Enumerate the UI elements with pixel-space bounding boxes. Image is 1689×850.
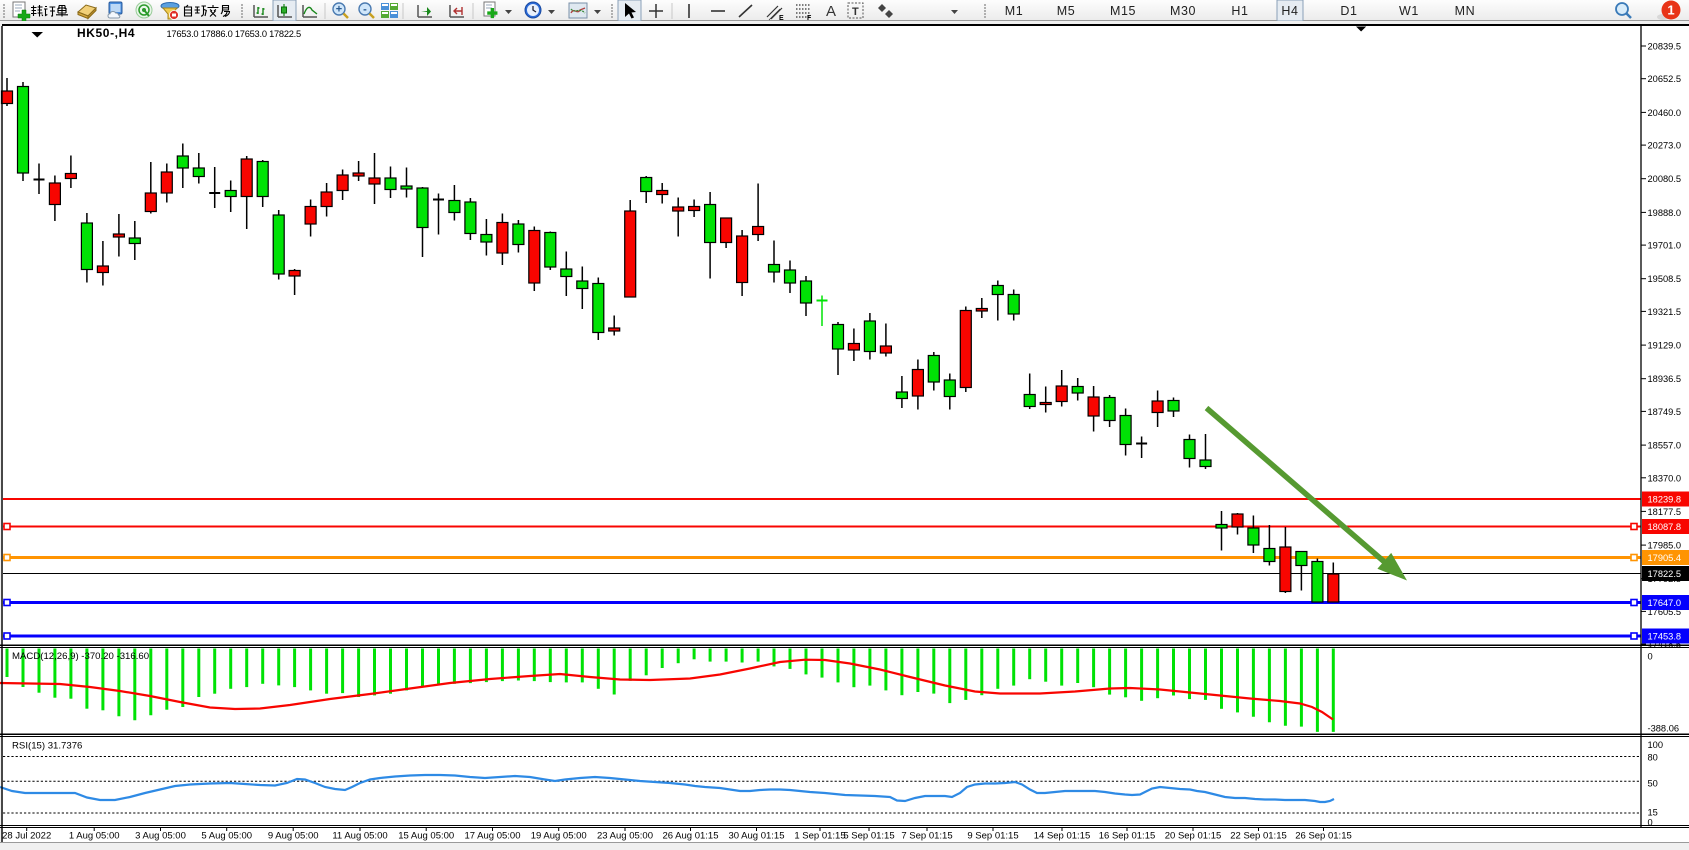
svg-text:17605.5: 17605.5 — [1648, 607, 1682, 617]
svg-text:20652.5: 20652.5 — [1648, 74, 1682, 84]
svg-text:9 Aug 05:00: 9 Aug 05:00 — [268, 831, 319, 842]
svg-text:0: 0 — [1648, 652, 1653, 662]
svg-text:F: F — [807, 15, 812, 21]
svg-text:30 Aug 01:15: 30 Aug 01:15 — [729, 831, 785, 842]
svg-text:H4: H4 — [1281, 4, 1298, 18]
svg-text:MACD(12,26,9) -370.20 -316.60: MACD(12,26,9) -370.20 -316.60 — [12, 651, 149, 662]
svg-text:18239.8: 18239.8 — [1648, 495, 1682, 505]
svg-text:22 Sep 01:15: 22 Sep 01:15 — [1230, 831, 1287, 842]
svg-text:1: 1 — [1667, 3, 1674, 18]
svg-text:11 Aug 05:00: 11 Aug 05:00 — [332, 831, 387, 842]
svg-text:23 Aug 05:00: 23 Aug 05:00 — [597, 831, 653, 842]
svg-text:28 Jul 2022: 28 Jul 2022 — [2, 831, 51, 842]
svg-text:26 Aug 01:15: 26 Aug 01:15 — [663, 831, 719, 842]
svg-text:17822.5: 17822.5 — [1648, 569, 1682, 579]
svg-text:MN: MN — [1455, 4, 1476, 18]
svg-text:14 Sep 01:15: 14 Sep 01:15 — [1034, 831, 1091, 842]
svg-text:M1: M1 — [1005, 4, 1024, 18]
svg-text:H1: H1 — [1231, 4, 1248, 18]
svg-text:18370.0: 18370.0 — [1648, 473, 1682, 483]
svg-text:19321.5: 19321.5 — [1648, 307, 1682, 317]
svg-text:19508.5: 19508.5 — [1648, 274, 1682, 284]
svg-text:19888.0: 19888.0 — [1648, 208, 1682, 218]
svg-text:19 Aug 05:00: 19 Aug 05:00 — [531, 831, 587, 842]
svg-text:+: + — [336, 4, 342, 16]
svg-text:17905.4: 17905.4 — [1648, 553, 1682, 563]
svg-text:W1: W1 — [1399, 4, 1419, 18]
svg-text:5 Aug 05:00: 5 Aug 05:00 — [201, 831, 252, 842]
svg-text:17418.5: 17418.5 — [1648, 640, 1682, 650]
svg-text:5 Sep 01:15: 5 Sep 01:15 — [843, 831, 894, 842]
svg-text:50: 50 — [1648, 779, 1658, 789]
svg-text:0: 0 — [1648, 818, 1653, 828]
svg-text:18936.5: 18936.5 — [1648, 374, 1682, 384]
svg-text:RSI(15) 31.7376: RSI(15) 31.7376 — [12, 741, 82, 752]
svg-text:15 Aug 05:00: 15 Aug 05:00 — [398, 831, 454, 842]
svg-text:18557.0: 18557.0 — [1648, 441, 1682, 451]
svg-text:15: 15 — [1648, 808, 1658, 818]
svg-text:20460.0: 20460.0 — [1648, 108, 1682, 118]
svg-text:18087.8: 18087.8 — [1648, 522, 1682, 532]
svg-text:19701.0: 19701.0 — [1648, 241, 1682, 251]
svg-text:1 Aug 05:00: 1 Aug 05:00 — [69, 831, 120, 842]
svg-text:-: - — [363, 4, 367, 16]
svg-text:18177.5: 18177.5 — [1648, 507, 1682, 517]
svg-text:100: 100 — [1648, 740, 1664, 750]
svg-text:-388.06: -388.06 — [1648, 724, 1680, 734]
svg-text:17453.8: 17453.8 — [1648, 632, 1682, 642]
svg-text:17647.0: 17647.0 — [1648, 598, 1682, 608]
svg-text:20080.5: 20080.5 — [1648, 174, 1682, 184]
svg-text:18749.5: 18749.5 — [1648, 407, 1682, 417]
svg-text:HK50-,H4: HK50-,H4 — [77, 26, 135, 40]
svg-text:M30: M30 — [1170, 4, 1196, 18]
svg-text:19129.0: 19129.0 — [1648, 341, 1682, 351]
svg-text:A: A — [826, 3, 836, 20]
svg-text:80: 80 — [1648, 753, 1658, 763]
svg-text:3 Aug 05:00: 3 Aug 05:00 — [135, 831, 186, 842]
svg-text:M15: M15 — [1110, 4, 1136, 18]
svg-text:20839.5: 20839.5 — [1648, 42, 1682, 52]
svg-text:7 Sep 01:15: 7 Sep 01:15 — [901, 831, 952, 842]
svg-text:M5: M5 — [1057, 4, 1076, 18]
svg-text:17653.0 17886.0 17653.0 17822.: 17653.0 17886.0 17653.0 17822.5 — [167, 29, 302, 39]
svg-text:17 Aug 05:00: 17 Aug 05:00 — [465, 831, 521, 842]
svg-text:D1: D1 — [1340, 4, 1357, 18]
svg-text:20273.0: 20273.0 — [1648, 141, 1682, 151]
svg-text:20 Sep 01:15: 20 Sep 01:15 — [1165, 831, 1222, 842]
svg-text:E: E — [779, 15, 784, 21]
svg-text:17985.0: 17985.0 — [1648, 541, 1682, 551]
svg-text:9 Sep 01:15: 9 Sep 01:15 — [967, 831, 1018, 842]
svg-text:16 Sep 01:15: 16 Sep 01:15 — [1099, 831, 1156, 842]
svg-text:1 Sep 01:15: 1 Sep 01:15 — [794, 831, 845, 842]
svg-text:T: T — [852, 6, 859, 18]
svg-text:26 Sep 01:15: 26 Sep 01:15 — [1295, 831, 1352, 842]
